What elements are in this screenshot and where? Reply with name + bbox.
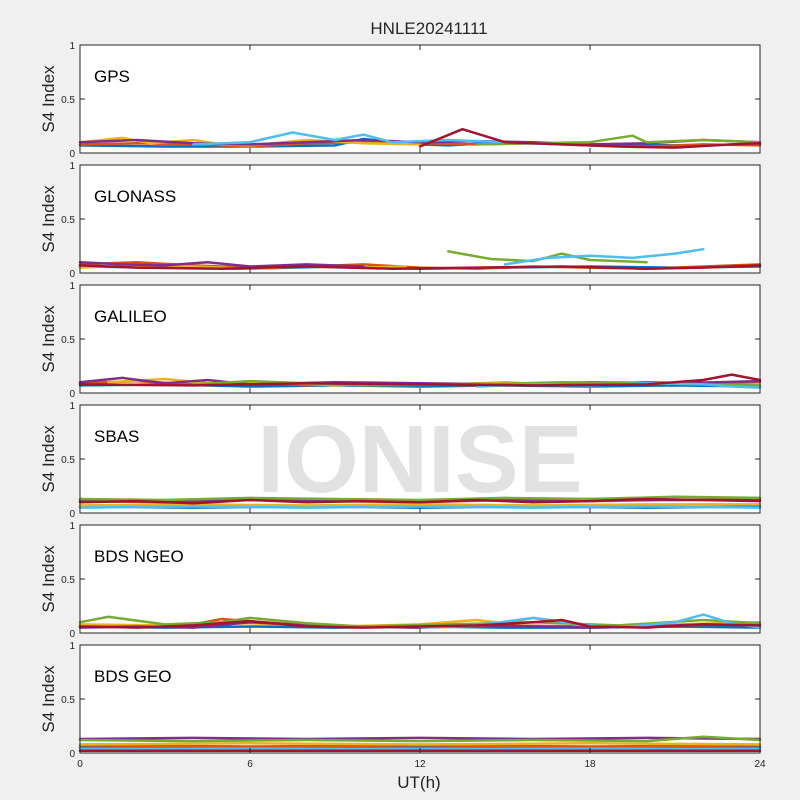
panel-label: SBAS	[94, 427, 139, 446]
x-tick-label: 6	[247, 759, 253, 770]
y-tick-label: 0	[69, 389, 75, 400]
y-tick-label: 0	[69, 269, 75, 280]
y-tick-label: 1	[69, 161, 75, 172]
watermark: IONISE	[257, 406, 582, 513]
panel-label: BDS NGEO	[94, 547, 184, 566]
series-line-7	[78, 264, 762, 270]
x-tick-label: 12	[414, 759, 426, 770]
series-group	[78, 613, 762, 629]
y-tick-label: 0	[69, 629, 75, 640]
panel-sbas: 0 0.5 1 S4 Index SBAS	[39, 401, 762, 520]
x-tick-label: 0	[77, 759, 83, 770]
y-tick-label: 1	[69, 41, 75, 52]
series-line-6	[503, 247, 705, 266]
y-tick-label: 0.5	[61, 575, 75, 586]
y-tick-label: 0	[69, 509, 75, 520]
plot-area	[80, 525, 760, 633]
y-axis-label: S4 Index	[39, 305, 58, 373]
panel-galileo: 0 0.5 1 S4 Index GALILEO	[39, 281, 762, 400]
series-group	[78, 373, 762, 389]
y-tick-label: 0.5	[61, 695, 75, 706]
y-axis-label: S4 Index	[39, 545, 58, 613]
series-line-6	[192, 131, 563, 146]
panel-bds-geo: 0 0.5 1 S4 Index BDS GEO 0 6 12 18 24 UT(h)	[39, 641, 766, 792]
panel-label: BDS GEO	[94, 667, 171, 686]
series-line-5	[78, 735, 762, 743]
y-axis-label: S4 Index	[39, 185, 58, 253]
y-tick-label: 0	[69, 149, 75, 160]
plot-area	[80, 45, 760, 153]
y-tick-label: 0.5	[61, 215, 75, 226]
x-tick-label: 18	[584, 759, 596, 770]
series-group	[78, 735, 762, 753]
y-tick-label: 0	[69, 749, 75, 760]
series-line-7	[78, 373, 762, 387]
series-line-7	[78, 618, 762, 629]
y-axis-label: S4 Index	[39, 65, 58, 133]
y-tick-label: 1	[69, 641, 75, 652]
figure-title: HNLE20241111	[370, 19, 487, 38]
series-line-6	[78, 505, 762, 509]
plot-area	[80, 645, 760, 753]
panel-label: GPS	[94, 67, 130, 86]
plot-area	[80, 165, 760, 273]
y-axis-label: S4 Index	[39, 665, 58, 733]
y-tick-label: 1	[69, 401, 75, 412]
panel-gps: 0 0.5 1 S4 Index GPS	[39, 41, 762, 160]
y-tick-label: 1	[69, 281, 75, 292]
series-line-3	[78, 742, 762, 746]
series-line-4	[78, 260, 365, 268]
series-line-5	[78, 495, 762, 502]
y-tick-label: 0.5	[61, 455, 75, 466]
panel-label: GALILEO	[94, 307, 167, 326]
y-tick-label: 1	[69, 521, 75, 532]
series-line-5	[78, 615, 762, 628]
x-axis-label: UT(h)	[397, 773, 440, 792]
series-group	[78, 495, 762, 509]
y-axis-label: S4 Index	[39, 425, 58, 493]
y-tick-label: 0.5	[61, 95, 75, 106]
y-tick-label: 0.5	[61, 335, 75, 346]
series-line-4	[78, 736, 762, 741]
panel-bds-ngeo: 0 0.5 1 S4 Index BDS NGEO	[39, 521, 762, 640]
plot-area	[80, 285, 760, 393]
series-line-7	[418, 127, 762, 149]
x-tick-label: 24	[754, 759, 766, 770]
panels: 0 0.5 1 S4 Index GPS 0 0.5 1 S4 Index GLONASS 0 0.5…	[39, 41, 766, 792]
panel-label: GLONASS	[94, 187, 176, 206]
series-group	[78, 127, 762, 149]
plot-area	[80, 405, 760, 513]
series-line-7	[78, 497, 762, 505]
panel-glonass: 0 0.5 1 S4 Index GLONASS	[39, 161, 762, 280]
